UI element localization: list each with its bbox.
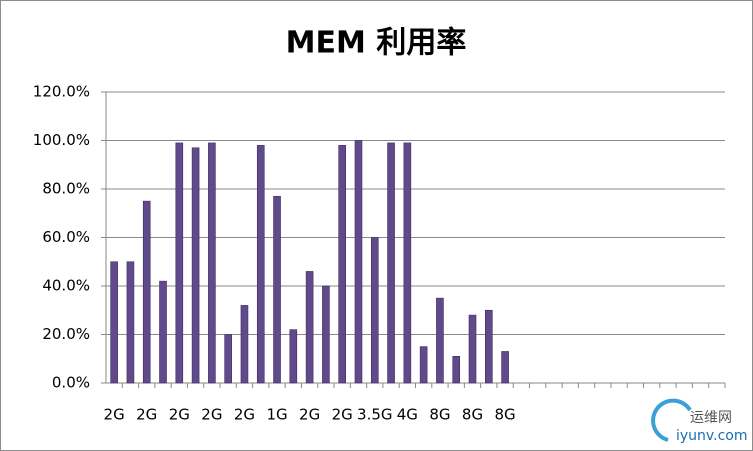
bar: [142, 200, 151, 384]
bar: [224, 334, 232, 384]
bar: [175, 142, 184, 384]
y-tick-label: 0.0%: [52, 374, 90, 392]
bar: [370, 237, 379, 384]
bar: [501, 351, 509, 384]
bar: [273, 195, 281, 384]
bar: [452, 356, 461, 384]
x-tick-label: 4G: [397, 406, 418, 424]
x-tick-label: 1G: [266, 406, 287, 424]
y-tick-label: 120.0%: [33, 83, 90, 101]
watermark-logo: [651, 398, 692, 442]
watermark-name: 运维网: [690, 410, 732, 426]
x-tick-label: 2G: [234, 406, 255, 424]
bar: [110, 261, 118, 384]
bar: [305, 271, 314, 384]
bar: [256, 145, 265, 384]
watermark-site: iyunv.com: [676, 428, 747, 444]
bar: [159, 280, 167, 384]
bar: [485, 309, 493, 384]
x-tick-label: 2G: [136, 406, 157, 424]
bar: [354, 140, 363, 384]
y-tick-label: 80.0%: [42, 180, 90, 198]
y-tick-label: 20.0%: [42, 325, 90, 343]
bar: [289, 329, 298, 384]
x-tick-label: 2G: [201, 406, 222, 424]
y-tick-label: 100.0%: [33, 131, 90, 149]
bar: [126, 261, 135, 384]
x-tick-label: 8G: [495, 406, 516, 424]
y-tick-label: 40.0%: [42, 277, 90, 295]
x-tick-label: 2G: [299, 406, 320, 424]
y-tick-label: 60.0%: [42, 228, 90, 246]
bar: [436, 297, 444, 384]
bar: [468, 314, 477, 384]
bar: [240, 305, 249, 384]
x-tick-label: 2G: [332, 406, 353, 424]
bar: [419, 346, 428, 384]
bar: [403, 142, 412, 384]
x-tick-label: 8G: [429, 406, 450, 424]
bar: [387, 142, 395, 384]
watermark: 运维网 iyunv.com: [651, 398, 747, 444]
x-tick-label: 2G: [169, 406, 190, 424]
x-tick-label: 8G: [462, 406, 483, 424]
x-tick-label: 2G: [104, 406, 125, 424]
bar: [322, 285, 330, 384]
bar: [191, 147, 200, 384]
chart-title: MEM 利用率: [286, 26, 467, 61]
bar: [208, 142, 216, 384]
x-tick-label: 3.5G: [357, 406, 392, 424]
bar: [338, 145, 346, 384]
